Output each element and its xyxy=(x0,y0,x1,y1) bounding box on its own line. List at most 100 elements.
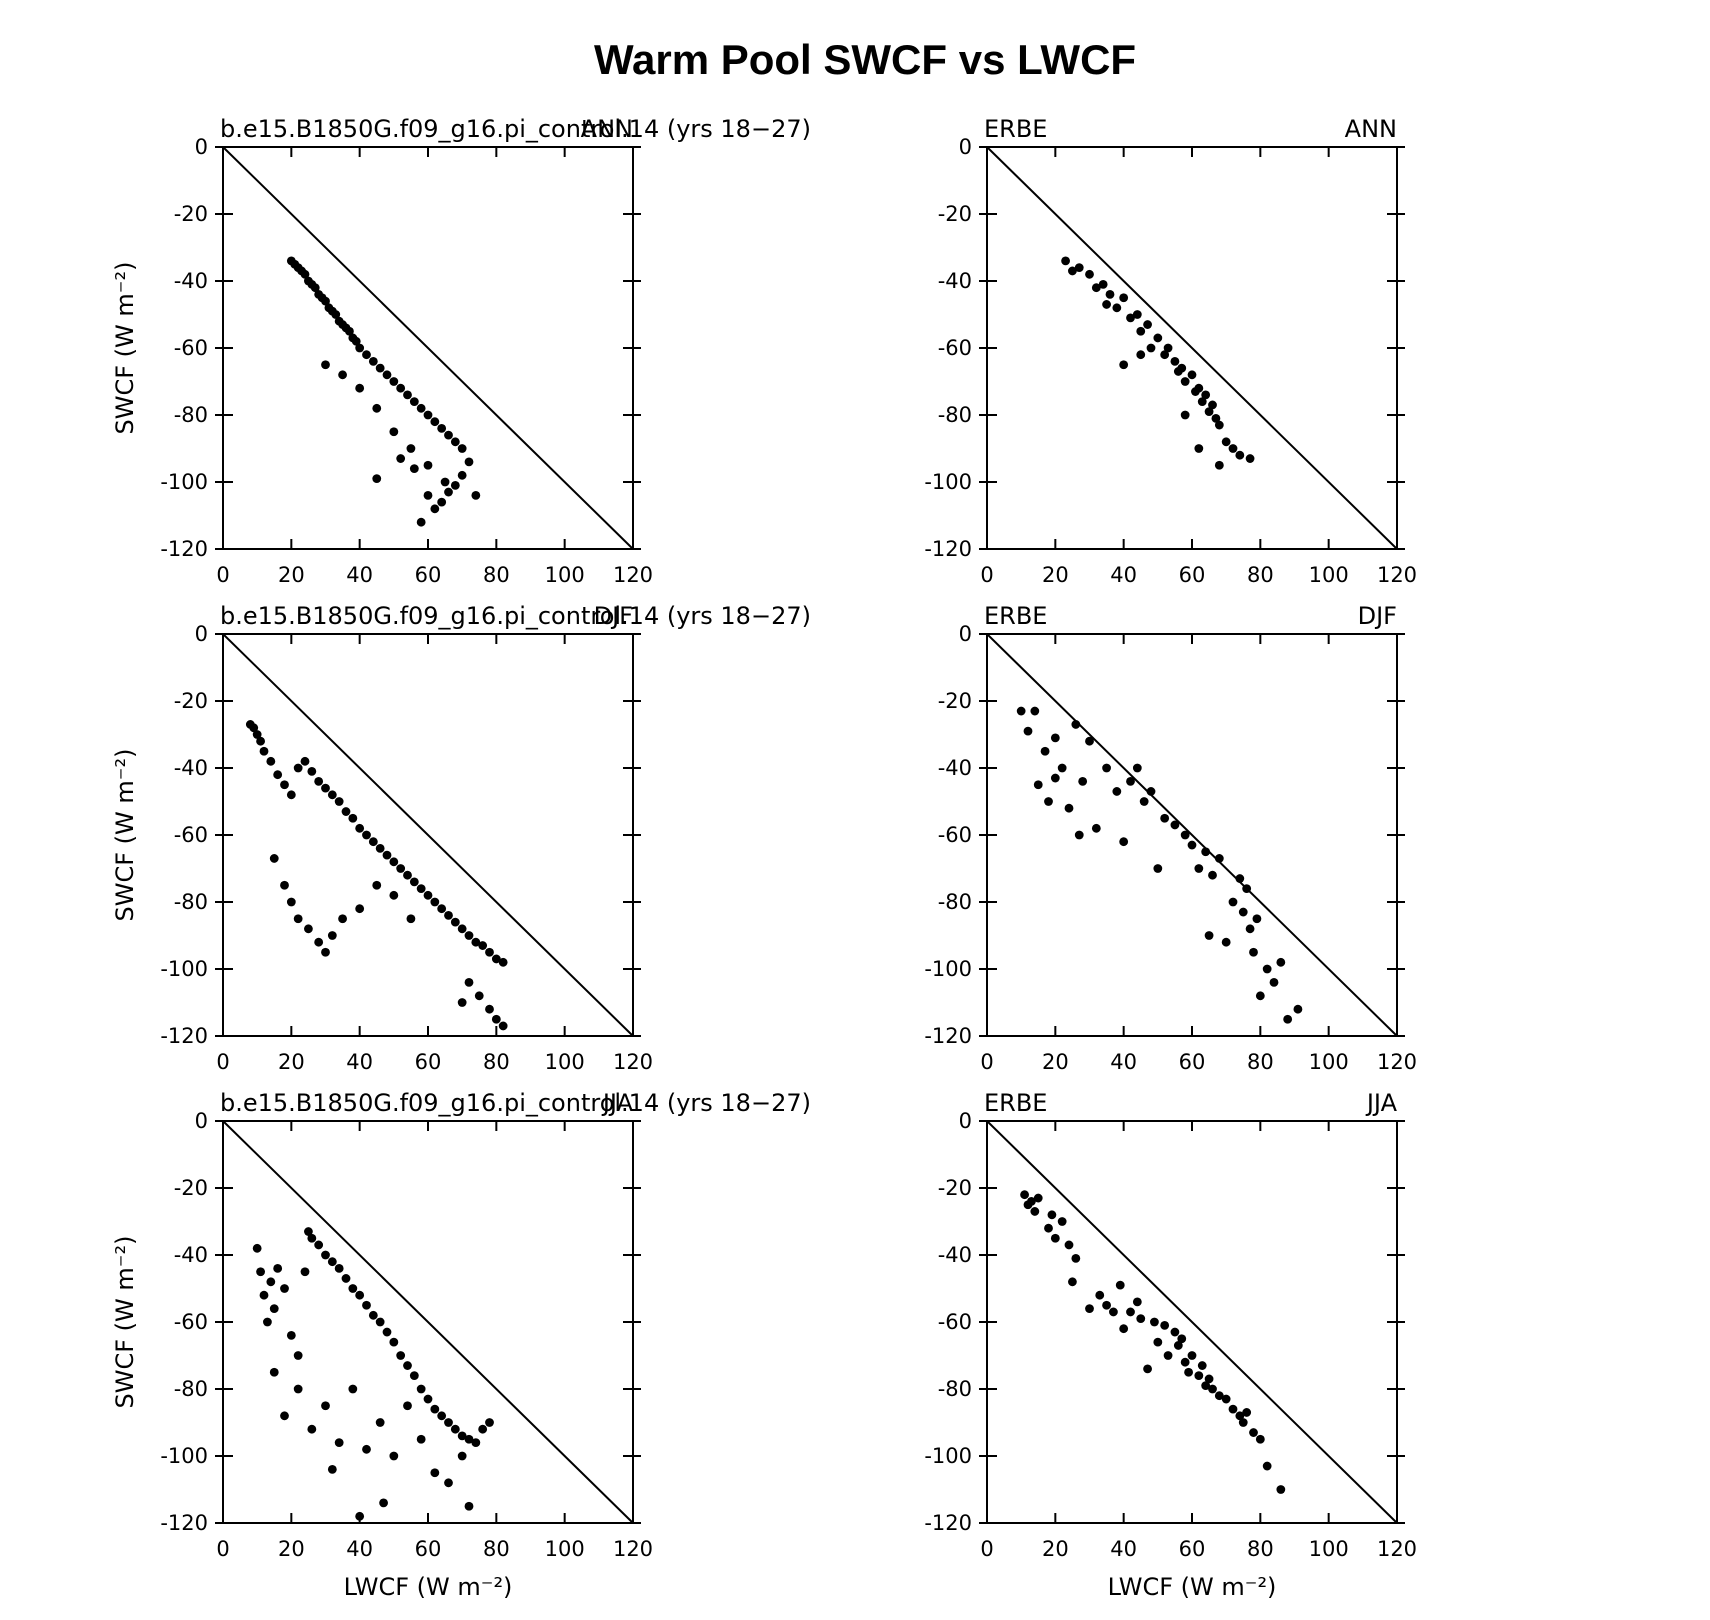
y-tick-label: -40 xyxy=(174,756,208,780)
point xyxy=(1204,931,1214,940)
point xyxy=(1214,460,1224,470)
point xyxy=(372,880,382,890)
point xyxy=(1242,884,1252,893)
y-tick-label: -40 xyxy=(938,756,972,780)
point xyxy=(1119,360,1129,370)
point xyxy=(1153,333,1163,343)
point xyxy=(1112,787,1122,796)
reference-line xyxy=(986,146,1398,550)
point xyxy=(1221,937,1231,947)
point xyxy=(341,807,351,816)
reference-line xyxy=(222,146,634,550)
point xyxy=(1023,726,1033,736)
point xyxy=(423,491,433,500)
y-tick-label: -20 xyxy=(938,689,972,713)
point xyxy=(1197,1361,1207,1370)
point xyxy=(1170,357,1180,366)
point xyxy=(444,1478,453,1488)
y-tick-label: -60 xyxy=(174,1310,208,1334)
point xyxy=(375,1418,385,1427)
point xyxy=(307,1233,317,1243)
panel-title: b.e15.B1850G.f09_g16.pi_control.14 (yrs … xyxy=(220,1089,811,1117)
y-tick-label: -40 xyxy=(938,269,972,293)
point xyxy=(471,937,481,947)
x-tick-label: 60 xyxy=(1179,1050,1206,1074)
reference-line xyxy=(986,1120,1398,1524)
point xyxy=(314,777,324,786)
x-tick-label: 120 xyxy=(613,1050,653,1074)
y-tick-label: 0 xyxy=(959,1109,972,1133)
point xyxy=(300,1267,310,1277)
point xyxy=(1064,1240,1074,1250)
point xyxy=(485,947,494,957)
point xyxy=(1153,864,1163,873)
point xyxy=(355,823,365,833)
point xyxy=(293,1351,303,1360)
point xyxy=(457,444,467,453)
point xyxy=(1136,350,1146,360)
reference-line xyxy=(222,633,634,1037)
y-tick-label: -40 xyxy=(174,1243,208,1267)
point xyxy=(273,770,283,780)
x-tick-label: 40 xyxy=(1110,1050,1137,1074)
point xyxy=(1143,320,1152,329)
y-axis-label: SWCF (W m⁻²) xyxy=(111,749,139,922)
x-tick-label: 120 xyxy=(613,1537,653,1561)
point xyxy=(372,403,382,413)
point xyxy=(1057,763,1067,773)
point xyxy=(464,1434,474,1444)
point xyxy=(1249,1428,1258,1437)
x-tick-label: 20 xyxy=(278,563,305,587)
x-tick-label: 60 xyxy=(1179,1537,1206,1561)
point xyxy=(474,991,484,1001)
point xyxy=(423,890,433,900)
point xyxy=(1078,777,1088,786)
point xyxy=(1057,1217,1067,1226)
y-tick-label: -20 xyxy=(174,1176,208,1200)
x-tick-label: 20 xyxy=(1042,1537,1069,1561)
point xyxy=(1064,803,1074,813)
y-tick-label: -100 xyxy=(924,1444,972,1468)
point xyxy=(249,723,259,733)
point xyxy=(256,1267,265,1277)
point xyxy=(293,1384,303,1394)
point xyxy=(389,427,399,437)
point xyxy=(1136,1314,1146,1324)
point xyxy=(416,517,426,527)
x-tick-label: 100 xyxy=(1309,563,1349,587)
reference-line xyxy=(222,1120,634,1524)
y-tick-label: -80 xyxy=(938,403,972,427)
point xyxy=(457,924,467,934)
x-tick-label: 100 xyxy=(545,1537,585,1561)
y-tick-label: 0 xyxy=(959,135,972,159)
point xyxy=(423,1394,433,1404)
point xyxy=(252,730,262,739)
x-tick-label: 0 xyxy=(216,563,229,587)
point xyxy=(406,444,416,453)
point xyxy=(1050,1233,1060,1243)
point xyxy=(1098,279,1108,289)
y-tick-label: -60 xyxy=(938,1310,972,1334)
point xyxy=(1180,830,1190,840)
point xyxy=(368,357,378,366)
point xyxy=(1228,897,1238,907)
panel-title: ERBE xyxy=(984,602,1047,630)
x-tick-label: 80 xyxy=(1247,1537,1274,1561)
point xyxy=(389,1451,399,1461)
point xyxy=(437,1411,447,1421)
point xyxy=(300,269,310,279)
point xyxy=(1255,991,1265,1001)
x-tick-label: 40 xyxy=(346,1537,373,1561)
x-tick-label: 0 xyxy=(980,1050,993,1074)
point xyxy=(1228,444,1238,453)
point xyxy=(256,736,265,746)
point xyxy=(1214,1391,1224,1401)
point xyxy=(430,417,440,427)
x-tick-label: 20 xyxy=(1042,1050,1069,1074)
point xyxy=(362,1444,371,1454)
point xyxy=(1249,947,1258,957)
point xyxy=(464,978,474,987)
x-tick-label: 40 xyxy=(346,1050,373,1074)
point xyxy=(498,1021,508,1031)
